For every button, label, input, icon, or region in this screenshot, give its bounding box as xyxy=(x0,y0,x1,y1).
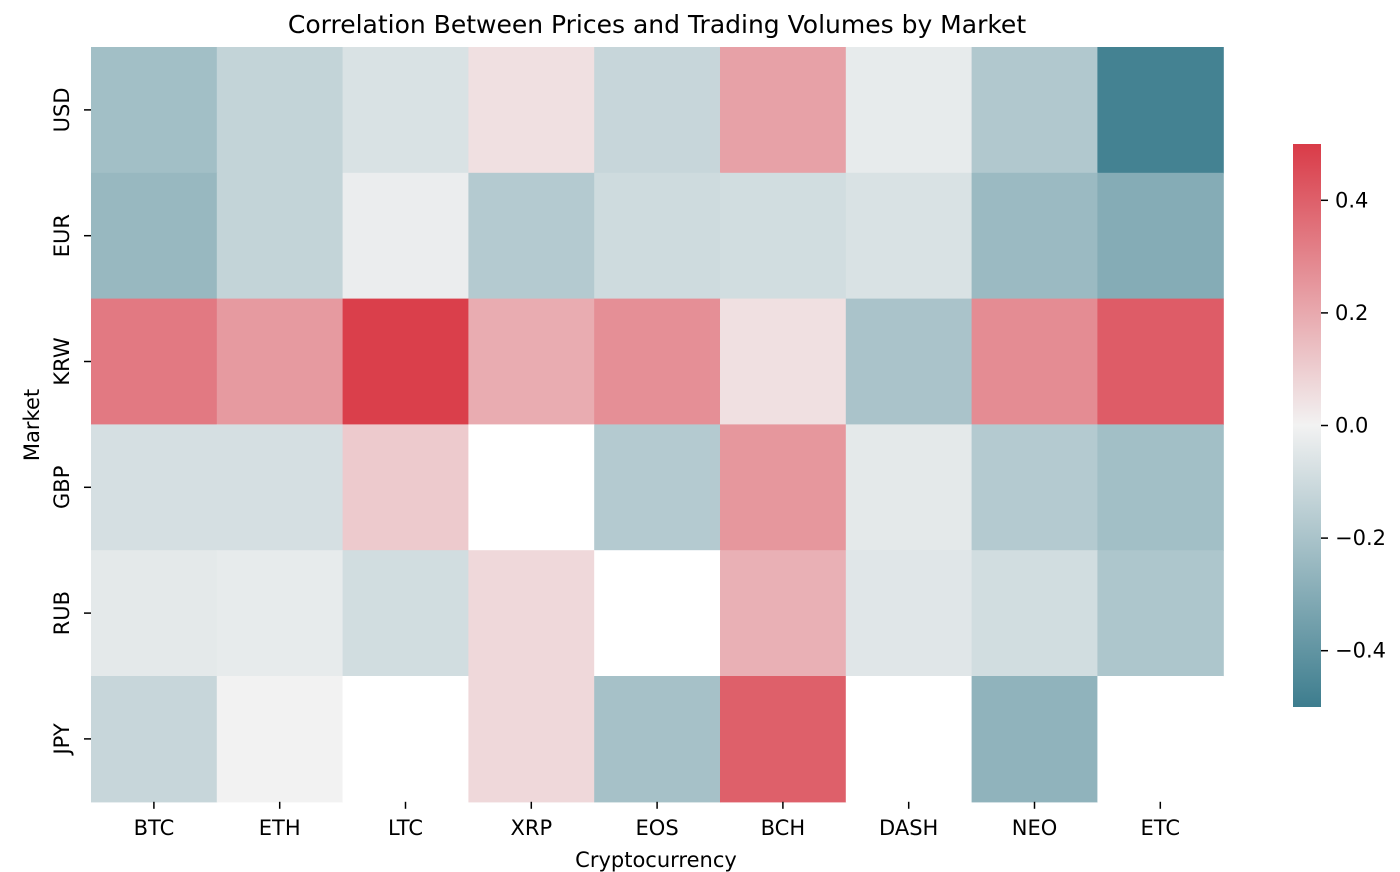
heatmap-cell-gbp-eos xyxy=(594,424,721,551)
heatmap-cell-jpy-btc xyxy=(91,676,218,803)
colorbar-tick-label: 0.0 xyxy=(1335,414,1368,438)
colorbar-tick-label: −0.4 xyxy=(1335,639,1386,663)
heatmap-cell-gbp-btc xyxy=(91,424,218,551)
heatmap-cell-krw-dash xyxy=(845,298,973,425)
y-axis-ticks: USD EUR KRW GBP RUB JPY xyxy=(50,87,91,757)
heatmap-cell-rub-dash xyxy=(845,550,973,677)
colorbar-ticks: 0.4 0.2 0.0 −0.2 −0.4 xyxy=(1321,188,1386,663)
heatmap-cell-rub-ltc xyxy=(342,550,469,677)
heatmap-cell-gbp-eth xyxy=(216,424,344,551)
colorbar-tick-label: 0.4 xyxy=(1335,188,1368,212)
heatmap-cell-gbp-neo xyxy=(971,424,1098,551)
chart-title: Correlation Between Prices and Trading V… xyxy=(288,10,1026,39)
heatmap-cell-eur-neo xyxy=(971,172,1098,300)
heatmap-cell-gbp-dash xyxy=(845,424,973,551)
x-tick-label: NEO xyxy=(1012,816,1058,840)
heatmap-cell-eur-etc xyxy=(1097,172,1224,300)
heatmap-cells xyxy=(91,47,1224,803)
heatmap-cell-rub-btc xyxy=(91,550,218,677)
heatmap-cell-krw-btc xyxy=(91,298,218,425)
heatmap-cell-krw-ltc xyxy=(342,298,469,425)
heatmap-cell-usd-neo xyxy=(971,47,1098,174)
x-tick-label: XRP xyxy=(510,816,552,840)
heatmap-cell-krw-bch xyxy=(720,298,847,425)
heatmap-cell-usd-dash xyxy=(845,47,973,174)
heatmap-cell-usd-bch xyxy=(720,47,847,174)
heatmap-cell-eur-eos xyxy=(594,172,721,300)
heatmap-cell-eur-ltc xyxy=(342,172,469,300)
heatmap-cell-jpy-xrp xyxy=(468,676,595,803)
y-tick-label: USD xyxy=(50,87,74,132)
heatmap-cell-usd-eth xyxy=(216,47,344,174)
x-axis-ticks: BTC ETH LTC XRP EOS BCH DASH NEO ETC xyxy=(134,801,1181,840)
heatmap-cell-rub-eos xyxy=(594,550,721,677)
y-tick-label: RUB xyxy=(50,591,74,635)
heatmap-cell-gbp-ltc xyxy=(342,424,469,551)
heatmap-cell-rub-eth xyxy=(216,550,344,677)
heatmap-cell-eur-eth xyxy=(216,172,344,300)
heatmap-cell-krw-neo xyxy=(971,298,1098,425)
heatmap-cell-eur-btc xyxy=(91,172,218,300)
heatmap-cell-eur-bch xyxy=(720,172,847,300)
heatmap-cell-eur-xrp xyxy=(468,172,595,300)
x-tick-label: LTC xyxy=(388,816,423,840)
heatmap-cell-jpy-eos xyxy=(594,676,721,803)
heatmap-cell-rub-etc xyxy=(1097,550,1224,677)
heatmap-cell-usd-xrp xyxy=(468,47,595,174)
x-tick-label: BCH xyxy=(761,816,806,840)
heatmap-cell-gbp-bch xyxy=(720,424,847,551)
heatmap-cell-rub-bch xyxy=(720,550,847,677)
colorbar xyxy=(1293,144,1321,707)
x-tick-label: ETC xyxy=(1141,816,1181,840)
y-tick-label: JPY xyxy=(50,723,74,756)
colorbar-tick-label: 0.2 xyxy=(1335,301,1368,325)
y-tick-label: KRW xyxy=(50,337,74,386)
y-tick-label: EUR xyxy=(50,214,74,257)
y-tick-label: GBP xyxy=(50,466,74,509)
heatmap-cell-usd-eos xyxy=(594,47,721,174)
x-tick-label: BTC xyxy=(134,816,175,840)
heatmap-cell-usd-ltc xyxy=(342,47,469,174)
heatmap-cell-jpy-bch xyxy=(720,676,847,803)
x-tick-label: EOS xyxy=(636,816,679,840)
heatmap-cell-jpy-eth xyxy=(216,676,344,803)
y-axis-label: Market xyxy=(20,389,44,461)
x-axis-label: Cryptocurrency xyxy=(575,848,737,872)
heatmap-cell-gbp-xrp xyxy=(468,424,595,551)
heatmap-cell-krw-etc xyxy=(1097,298,1224,425)
colorbar-tick-label: −0.2 xyxy=(1335,526,1386,550)
heatmap-cell-krw-eth xyxy=(216,298,344,425)
heatmap-cell-usd-btc xyxy=(91,47,218,174)
heatmap-cell-rub-xrp xyxy=(468,550,595,677)
heatmap-cell-jpy-dash xyxy=(845,676,973,803)
heatmap-cell-jpy-etc xyxy=(1097,676,1224,803)
x-tick-label: DASH xyxy=(879,816,938,840)
heatmap-cell-krw-xrp xyxy=(468,298,595,425)
heatmap-cell-krw-eos xyxy=(594,298,721,425)
heatmap-cell-jpy-neo xyxy=(971,676,1098,803)
x-tick-label: ETH xyxy=(259,816,301,840)
heatmap-cell-jpy-ltc xyxy=(342,676,469,803)
heatmap-cell-rub-neo xyxy=(971,550,1098,677)
heatmap-cell-gbp-etc xyxy=(1097,424,1224,551)
heatmap-cell-usd-etc xyxy=(1097,47,1224,174)
heatmap-cell-eur-dash xyxy=(845,172,973,300)
